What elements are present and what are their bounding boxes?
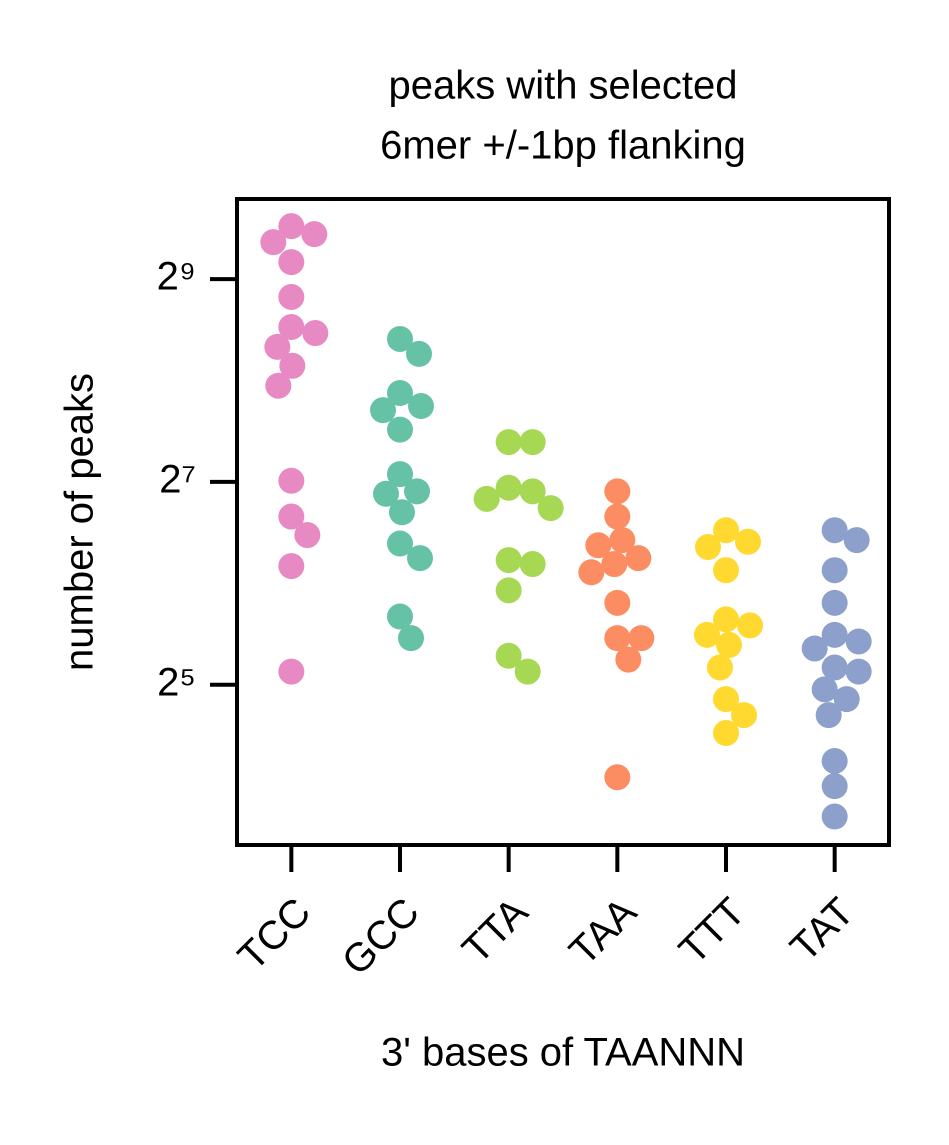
point bbox=[279, 352, 306, 379]
point bbox=[821, 621, 848, 648]
point bbox=[519, 429, 546, 456]
point bbox=[373, 480, 399, 507]
point bbox=[278, 313, 305, 340]
point bbox=[519, 551, 546, 578]
point bbox=[278, 213, 305, 240]
point bbox=[821, 517, 848, 544]
point bbox=[713, 606, 739, 633]
point bbox=[604, 478, 631, 505]
point bbox=[473, 485, 500, 512]
point bbox=[815, 702, 842, 729]
point bbox=[278, 283, 305, 310]
point bbox=[821, 654, 848, 681]
point bbox=[537, 495, 564, 522]
point bbox=[278, 249, 305, 276]
point bbox=[811, 676, 838, 703]
point bbox=[265, 372, 292, 399]
point bbox=[389, 499, 415, 526]
point bbox=[294, 522, 321, 549]
point bbox=[278, 553, 305, 580]
point bbox=[713, 517, 739, 544]
point bbox=[387, 325, 413, 352]
point bbox=[578, 559, 605, 586]
x-tick-label: TAA bbox=[561, 889, 645, 973]
point bbox=[260, 229, 287, 256]
point bbox=[615, 646, 642, 673]
x-tick-label: TAT bbox=[782, 890, 862, 970]
point bbox=[604, 503, 631, 530]
point bbox=[695, 534, 721, 561]
point bbox=[821, 773, 848, 800]
point bbox=[628, 625, 655, 652]
point bbox=[731, 702, 757, 729]
point bbox=[845, 628, 872, 655]
point bbox=[495, 642, 522, 669]
point bbox=[519, 478, 546, 505]
point bbox=[278, 503, 305, 530]
point bbox=[604, 625, 631, 652]
point bbox=[821, 557, 848, 584]
point bbox=[264, 333, 291, 360]
point bbox=[801, 635, 828, 662]
point bbox=[387, 380, 413, 407]
point bbox=[387, 530, 413, 557]
point bbox=[495, 429, 522, 456]
point bbox=[387, 416, 413, 443]
y-axis-label: number of peaks bbox=[58, 373, 102, 671]
point bbox=[278, 467, 305, 494]
point bbox=[821, 589, 848, 616]
point bbox=[514, 658, 541, 685]
point bbox=[609, 527, 636, 554]
x-tick-label: GCC bbox=[334, 890, 428, 984]
point bbox=[845, 658, 872, 685]
point bbox=[495, 474, 522, 501]
point bbox=[833, 686, 860, 713]
point bbox=[387, 461, 413, 488]
point bbox=[404, 478, 430, 505]
point bbox=[716, 631, 742, 658]
point bbox=[302, 320, 329, 347]
chart-title: peaks with selected bbox=[388, 64, 737, 108]
plot-frame bbox=[235, 197, 891, 847]
x-tick-label: TCC bbox=[230, 890, 319, 979]
point bbox=[713, 557, 739, 584]
point bbox=[407, 545, 433, 572]
point bbox=[601, 551, 628, 578]
y-tick-label: 2⁵ bbox=[157, 660, 196, 704]
point bbox=[735, 528, 761, 555]
point bbox=[694, 621, 720, 648]
point bbox=[301, 221, 328, 248]
point bbox=[370, 397, 396, 424]
x-axis-label: 3' bases of TAANNN bbox=[381, 1031, 745, 1075]
point bbox=[408, 393, 434, 420]
chart-title: 6mer +/-1bp flanking bbox=[380, 124, 746, 168]
point bbox=[278, 658, 305, 685]
point bbox=[585, 532, 612, 559]
point bbox=[495, 577, 522, 604]
x-tick-label: TTT bbox=[671, 890, 754, 973]
y-tick-label: 2⁷ bbox=[159, 457, 196, 501]
point bbox=[707, 654, 733, 681]
point bbox=[821, 747, 848, 774]
y-tick-label: 2⁹ bbox=[157, 255, 196, 299]
point bbox=[737, 612, 763, 639]
point bbox=[625, 545, 652, 572]
point bbox=[843, 527, 870, 554]
point bbox=[387, 603, 413, 630]
point bbox=[604, 764, 631, 791]
point bbox=[713, 686, 739, 713]
point bbox=[406, 340, 432, 367]
point bbox=[713, 720, 739, 747]
point bbox=[604, 589, 631, 616]
point bbox=[821, 803, 848, 830]
x-tick-label: TTA bbox=[454, 889, 537, 972]
point bbox=[495, 547, 522, 574]
point bbox=[398, 625, 424, 652]
